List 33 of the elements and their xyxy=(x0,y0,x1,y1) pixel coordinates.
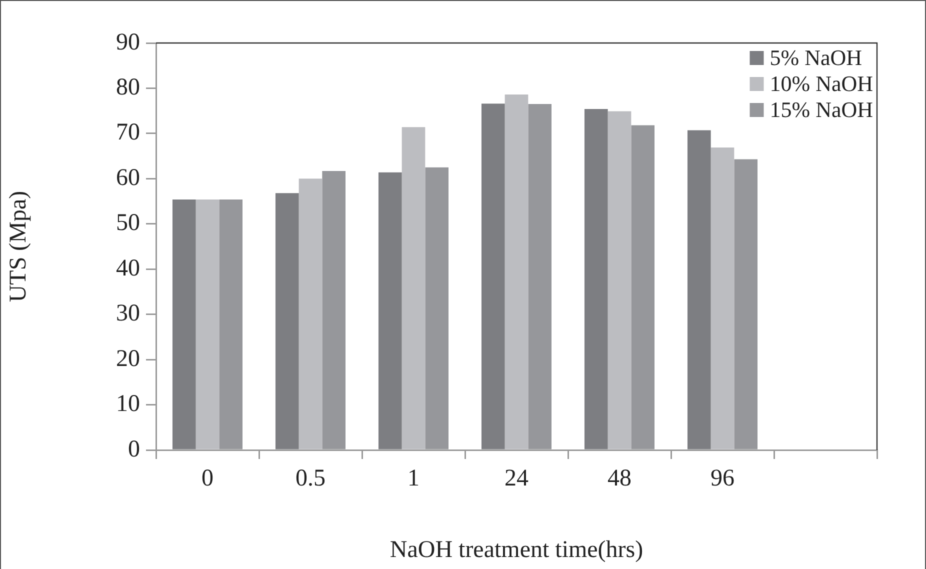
x-tick-label: 1 xyxy=(408,466,420,492)
x-tick-label: 48 xyxy=(608,466,632,492)
y-tick-label: 60 xyxy=(116,164,140,191)
bar xyxy=(196,199,220,450)
legend-label: 15% NaOH xyxy=(770,96,874,122)
x-tick-label: 24 xyxy=(504,466,528,492)
y-axis-title: UTS (Mpa) xyxy=(6,190,32,302)
bar xyxy=(710,147,734,450)
y-tick-label: 0 xyxy=(128,436,140,462)
y-tick-label: 40 xyxy=(116,255,140,282)
bar xyxy=(584,109,608,450)
bar xyxy=(504,94,528,450)
y-tick-label: 70 xyxy=(116,120,140,146)
legend-label: 10% NaOH xyxy=(770,70,874,96)
y-tick-label: 10 xyxy=(116,391,140,418)
bar xyxy=(275,193,299,450)
y-tick-label: 90 xyxy=(116,29,140,56)
legend-label: 5% NaOH xyxy=(770,44,862,70)
y-tick-label: 80 xyxy=(116,74,140,101)
y-tick-label: 20 xyxy=(116,346,140,372)
bar xyxy=(402,127,426,450)
bar xyxy=(481,104,505,450)
y-tick-label: 50 xyxy=(116,210,140,236)
x-axis-title: NaOH treatment time(hrs) xyxy=(390,536,644,563)
bar xyxy=(687,130,711,450)
x-tick-label: 0 xyxy=(202,466,214,492)
bar xyxy=(608,111,632,450)
y-tick-label: 30 xyxy=(116,300,140,327)
bar xyxy=(298,178,322,450)
x-tick-label: 0.5 xyxy=(296,466,326,492)
bar xyxy=(172,199,196,450)
x-tick-label: 96 xyxy=(710,466,734,492)
bar xyxy=(378,172,402,450)
